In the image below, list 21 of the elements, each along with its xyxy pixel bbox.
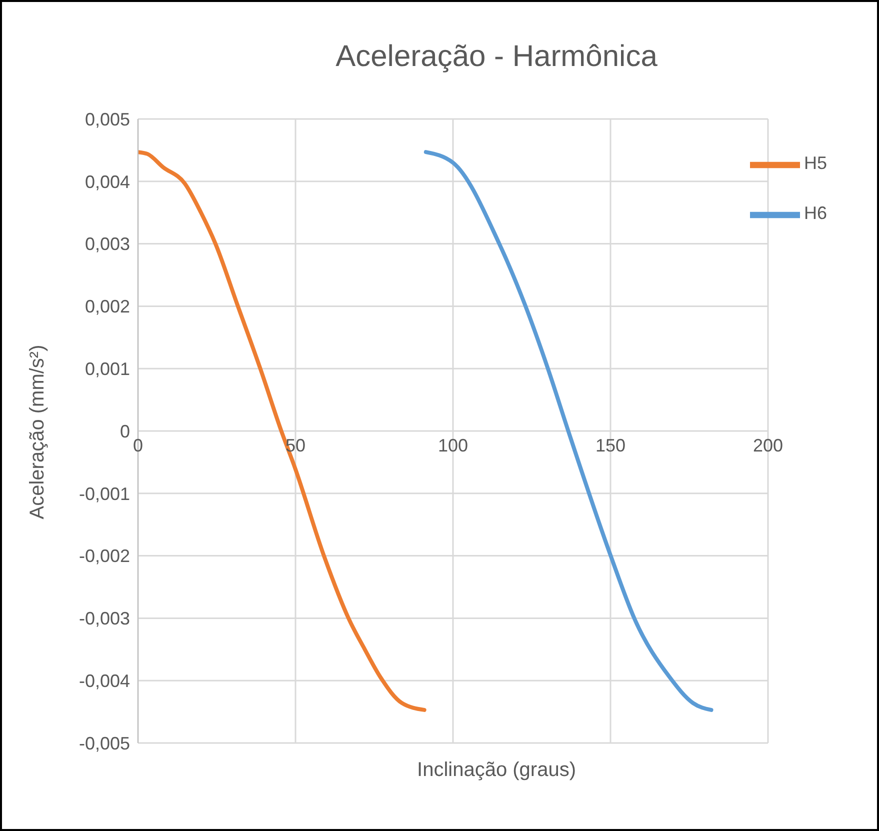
y-tick-label: 0,002 [84,296,130,317]
legend-label: H5 [804,153,827,174]
y-tick-label: -0,005 [78,733,130,754]
y-tick-label: 0,003 [84,234,130,254]
y-tick-label: -0,002 [78,546,130,566]
x-tick-label: 150 [595,436,626,456]
y-axis-title: Aceleração (mm/s²) [26,344,50,519]
x-tick-label: 100 [438,436,468,456]
y-tick-label: -0,003 [78,608,130,629]
line-series [424,150,714,712]
legend-label: H6 [804,203,827,224]
y-tick-label: 0 [120,421,130,442]
y-tick-label: -0,004 [78,670,130,691]
y-tick-label: 0,004 [84,172,130,192]
x-tick-label: 200 [752,436,784,456]
x-tick-label: 0 [132,436,144,456]
x-axis-title: Inclinação (graus) [416,759,577,782]
y-tick-label: 0,005 [84,109,130,130]
y-tick-label: -0,001 [78,484,130,504]
y-tick-label: 0,001 [84,358,130,379]
chart-title: Aceleração - Harmônica [334,40,658,74]
